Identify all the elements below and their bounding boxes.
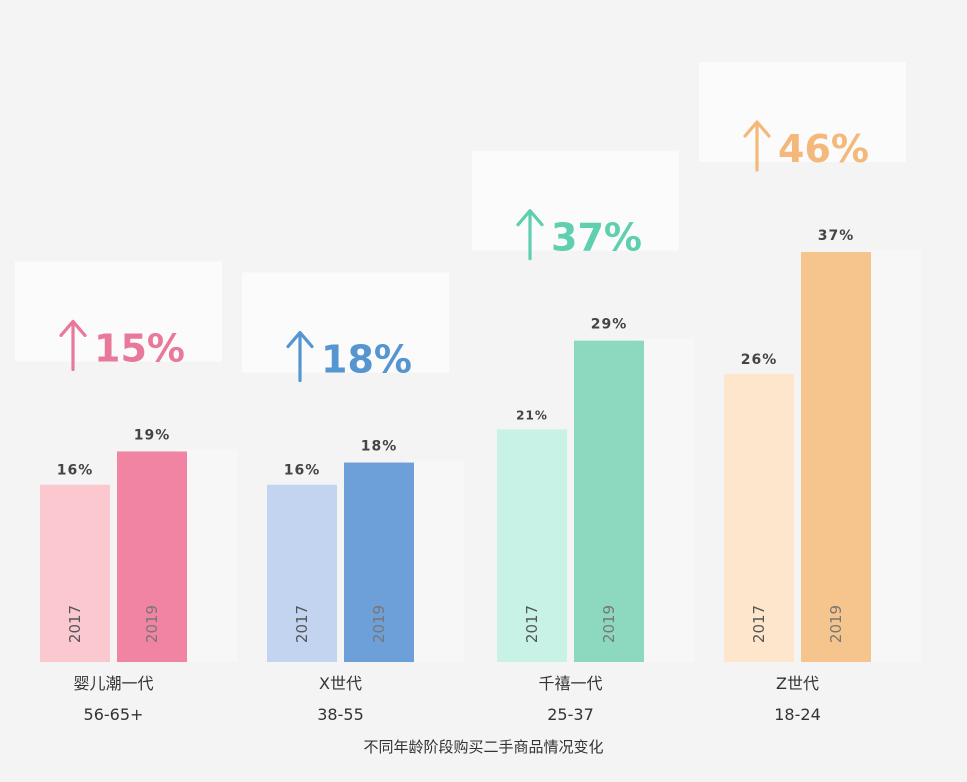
data-label-2017: 21% — [516, 408, 548, 422]
year-label-2019: 2019 — [600, 605, 618, 643]
bar-2017 — [267, 484, 337, 662]
chart-caption: 不同年龄阶段购买二手商品情况变化 — [363, 739, 604, 756]
bar-2017 — [724, 373, 794, 662]
arrow-up-icon-head — [286, 330, 314, 349]
category-age-range: 18-24 — [774, 705, 821, 724]
year-label-2017: 2017 — [750, 605, 768, 643]
growth-percent: 15% — [94, 326, 185, 370]
data-label-2019: 37% — [818, 228, 855, 244]
arrow-up-icon-head — [59, 319, 87, 338]
arrow-up-icon-head — [743, 120, 771, 138]
year-label-2017: 2017 — [523, 605, 541, 643]
category-name: Z世代 — [776, 674, 819, 693]
category-age-range: 38-55 — [317, 705, 364, 724]
arrow-up-icon-head — [516, 209, 544, 227]
data-label-2017: 26% — [741, 352, 778, 368]
data-label-2017: 16% — [57, 463, 94, 479]
bar-2019 — [574, 340, 644, 662]
year-label-2019: 2019 — [370, 605, 388, 643]
data-label-2019: 29% — [591, 317, 628, 333]
bar-2019 — [344, 462, 414, 662]
bar-2019 — [117, 451, 187, 662]
growth-panel-bg — [15, 261, 222, 362]
growth-percent: 37% — [551, 216, 642, 260]
data-label-2019: 19% — [134, 427, 171, 443]
year-label-2017: 2017 — [293, 605, 311, 643]
bar-2017 — [40, 484, 110, 662]
growth-panel-bg — [242, 272, 449, 373]
category-name: 千禧一代 — [538, 674, 602, 693]
bar-2019 — [801, 252, 871, 662]
growth-panel-bg — [472, 150, 679, 251]
year-label-2019: 2019 — [143, 605, 161, 643]
growth-panel-bg — [699, 62, 906, 162]
year-label-2019: 2019 — [827, 605, 845, 643]
category-name: 婴儿潮一代 — [73, 674, 153, 693]
year-label-2017: 2017 — [66, 605, 84, 643]
category-name: X世代 — [319, 674, 362, 693]
data-label-2017: 16% — [284, 463, 321, 479]
category-age-range: 56-65+ — [84, 705, 144, 724]
category-age-range: 25-37 — [547, 705, 594, 724]
data-label-2019: 18% — [361, 439, 398, 455]
bar-2017 — [497, 429, 567, 662]
growth-percent: 18% — [321, 338, 412, 382]
growth-percent: 46% — [778, 127, 869, 171]
